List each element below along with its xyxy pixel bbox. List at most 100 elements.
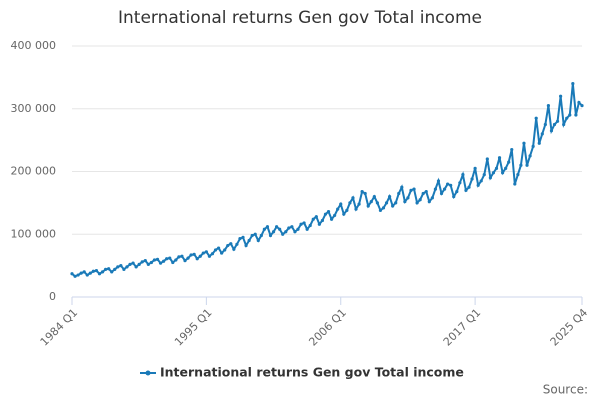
point — [491, 171, 496, 175]
point — [320, 218, 325, 223]
point — [449, 183, 453, 187]
point — [296, 227, 300, 231]
point — [446, 182, 450, 186]
x-tick-label: 2017 Q1 — [441, 306, 484, 349]
point — [256, 238, 260, 243]
point — [348, 201, 352, 205]
point — [372, 195, 376, 199]
point — [482, 173, 486, 177]
point — [378, 208, 383, 213]
point — [125, 265, 129, 269]
point — [494, 166, 499, 170]
point — [174, 258, 178, 262]
point — [479, 179, 483, 183]
point — [198, 254, 202, 258]
point — [467, 185, 471, 189]
point — [168, 256, 172, 260]
point — [235, 242, 239, 246]
point — [91, 269, 95, 273]
point — [519, 163, 523, 167]
point — [565, 116, 569, 120]
point — [351, 196, 355, 200]
point — [433, 187, 438, 191]
point — [360, 189, 364, 194]
point — [394, 201, 398, 205]
point — [357, 202, 361, 206]
point — [427, 200, 431, 204]
point — [189, 253, 193, 257]
point — [247, 238, 251, 243]
point — [342, 212, 346, 216]
point — [311, 217, 315, 221]
point — [180, 254, 184, 258]
point — [88, 271, 92, 275]
point — [546, 104, 551, 108]
point — [177, 255, 181, 259]
point — [238, 237, 242, 241]
point — [421, 191, 425, 196]
point — [204, 250, 208, 254]
y-tick-label: 100 000 — [11, 227, 57, 240]
point — [94, 269, 99, 273]
point — [229, 242, 233, 246]
point — [158, 261, 163, 265]
y-tick-label: 0 — [49, 290, 56, 303]
point — [409, 188, 413, 192]
point — [470, 177, 474, 181]
point — [549, 129, 554, 133]
point — [275, 225, 279, 229]
x-tick-label: 1995 Q1 — [172, 306, 215, 349]
point — [165, 257, 169, 261]
point — [183, 259, 187, 263]
point — [287, 226, 291, 230]
point — [223, 248, 227, 252]
point — [213, 248, 218, 252]
point — [116, 265, 120, 269]
point — [268, 233, 273, 238]
point — [232, 247, 236, 251]
point — [195, 257, 199, 261]
point — [339, 202, 343, 206]
point — [79, 271, 83, 275]
point — [464, 188, 468, 192]
point — [207, 254, 212, 258]
point — [388, 195, 392, 199]
point — [384, 201, 389, 205]
point — [473, 166, 477, 170]
point — [552, 122, 557, 127]
point — [574, 113, 578, 117]
point — [317, 222, 321, 226]
point — [314, 215, 318, 219]
x-tick-label: 1984 Q1 — [38, 306, 81, 349]
point — [73, 274, 77, 278]
point — [333, 213, 337, 218]
point — [381, 206, 386, 210]
point — [439, 191, 444, 196]
point — [430, 196, 434, 200]
point — [540, 132, 544, 136]
point — [507, 160, 511, 164]
point — [262, 227, 266, 231]
point — [293, 230, 297, 234]
point — [458, 181, 462, 185]
point — [220, 251, 224, 255]
point — [140, 260, 144, 264]
point — [302, 221, 306, 225]
point — [128, 262, 132, 266]
point — [281, 232, 285, 236]
point — [103, 267, 108, 271]
point — [531, 144, 535, 148]
point — [510, 147, 514, 152]
point — [259, 233, 263, 238]
point — [244, 243, 248, 248]
point — [107, 267, 111, 271]
point — [186, 256, 190, 260]
point — [85, 273, 89, 277]
point — [162, 259, 166, 263]
point — [577, 100, 581, 105]
y-tick-label: 400 000 — [11, 39, 57, 52]
point — [485, 157, 489, 161]
point — [171, 260, 175, 265]
